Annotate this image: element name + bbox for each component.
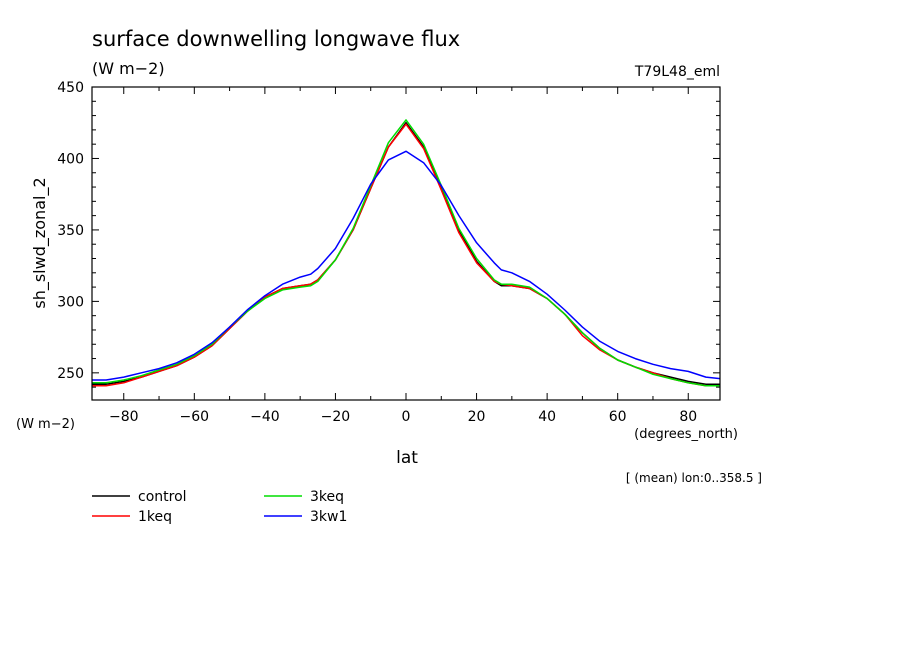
legend-label: 3keq — [310, 489, 344, 505]
y-tick-label: 450 — [57, 80, 84, 96]
y-tick-label: 250 — [57, 366, 84, 382]
x-tick-label: −20 — [321, 409, 351, 425]
y-axis-label: sh_slwd_zonal_2 — [30, 177, 50, 308]
x-axis-label: lat — [396, 448, 418, 468]
series-lines — [92, 119, 720, 387]
legend-label: 1keq — [138, 509, 172, 525]
legend: control 1keq 3keq 3kw1 — [92, 489, 347, 525]
x-tick-label: 0 — [402, 409, 411, 425]
legend-label: 3kw1 — [310, 509, 347, 525]
run-label: T79L48_eml — [634, 64, 720, 80]
series-line-control — [92, 121, 720, 386]
axis-ticks: −80 −60 −40 −20 0 20 40 60 80 250 300 350 400 450 — [57, 80, 720, 425]
y-tick-label: 400 — [57, 151, 84, 167]
y-tick-label: 300 — [57, 294, 84, 310]
x-tick-label: 40 — [538, 409, 556, 425]
x-tick-label: 80 — [679, 409, 697, 425]
x-tick-label: −80 — [109, 409, 139, 425]
chart-subtitle: (W m−2) — [92, 59, 165, 78]
plot-frame — [91, 86, 721, 401]
series-line-1keq — [92, 123, 720, 387]
chart-title: surface downwelling longwave flux — [92, 27, 460, 51]
y-tick-label: 350 — [57, 223, 84, 239]
x-tick-label: 60 — [609, 409, 627, 425]
x-axis-units: (degrees_north) — [634, 427, 738, 442]
x-tick-label: 20 — [468, 409, 486, 425]
x-tick-label: −60 — [180, 409, 210, 425]
y-axis-units: (W m−2) — [16, 417, 75, 432]
series-line-3keq — [92, 119, 720, 387]
x-tick-label: −40 — [250, 409, 280, 425]
footnote: [ (mean) lon:0..358.5 ] — [626, 471, 762, 485]
legend-label: control — [138, 489, 187, 505]
series-line-3kw1 — [92, 150, 720, 381]
